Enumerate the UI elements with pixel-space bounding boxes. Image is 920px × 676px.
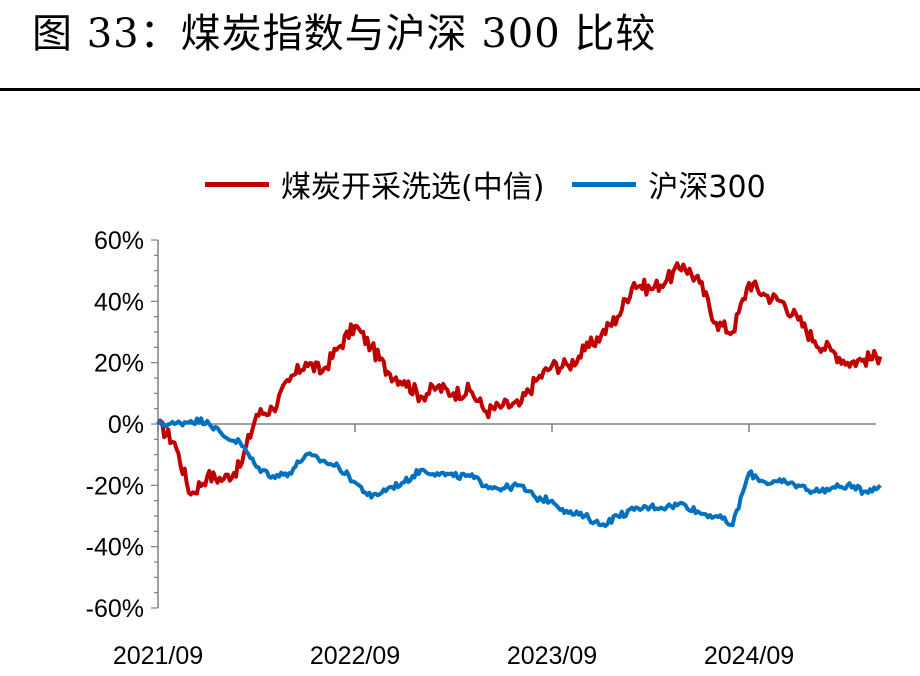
legend-item-coal: 煤炭开采洗选(中信) <box>205 162 544 206</box>
legend-swatch-coal <box>205 181 269 187</box>
legend-swatch-csi300 <box>572 181 637 187</box>
legend-label-csi300: 沪深300 <box>648 170 766 205</box>
y-tick-label: -40% <box>86 534 144 562</box>
y-tick-label: 0% <box>108 411 144 439</box>
y-tick-label: -60% <box>86 595 144 623</box>
y-tick-label: -20% <box>86 472 144 500</box>
chart-legend: 煤炭开采洗选(中信) 沪深300 <box>205 162 794 206</box>
x-tick-label: 2021/09 <box>113 642 203 670</box>
series-line-coal <box>156 261 883 497</box>
y-tick-label: 40% <box>94 288 144 316</box>
legend-item-csi300: 沪深300 <box>572 162 766 206</box>
x-tick-label: 2023/09 <box>507 642 597 670</box>
legend-label-coal: 煤炭开采洗选(中信) <box>281 170 545 205</box>
y-tick-label: 60% <box>94 227 144 255</box>
title-divider <box>0 88 920 91</box>
y-tick-label: 20% <box>94 350 144 378</box>
figure-title: 图 33：煤炭指数与沪深 300 比较 <box>32 11 657 57</box>
x-tick-label: 2022/09 <box>310 642 400 670</box>
x-tick-label: 2024/09 <box>704 642 794 670</box>
series-line-csi300 <box>156 416 882 529</box>
